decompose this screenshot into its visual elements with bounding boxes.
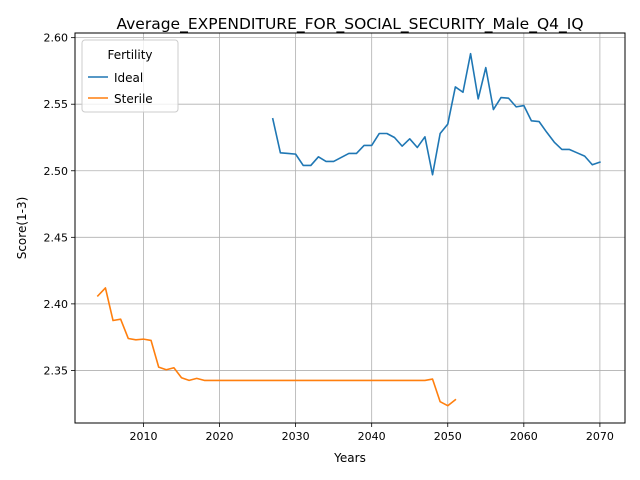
legend-label-sterile: Sterile (114, 92, 153, 106)
y-tick-label: 2.55 (44, 98, 69, 111)
y-tick-label: 2.50 (44, 165, 69, 178)
x-tick-label: 2010 (129, 430, 157, 443)
x-tick-label: 2070 (586, 430, 614, 443)
legend-label-ideal: Ideal (114, 71, 143, 85)
legend-title: Fertility (107, 48, 152, 62)
legend: Fertility Ideal Sterile (82, 40, 178, 112)
y-tick-label: 2.45 (44, 231, 69, 244)
x-tick-label: 2050 (434, 430, 462, 443)
y-axis-label: Score(1-3) (15, 197, 29, 260)
x-axis-label: Years (333, 451, 366, 465)
y-tick-label: 2.35 (44, 364, 69, 377)
x-tick-label: 2020 (206, 430, 234, 443)
y-tick-label: 2.40 (44, 298, 69, 311)
x-tick-label: 2060 (510, 430, 538, 443)
y-tick-label: 2.60 (44, 32, 69, 45)
x-tick-label: 2030 (282, 430, 310, 443)
x-tick-label: 2040 (358, 430, 386, 443)
chart-title: Average_EXPENDITURE_FOR_SOCIAL_SECURITY_… (116, 15, 583, 34)
